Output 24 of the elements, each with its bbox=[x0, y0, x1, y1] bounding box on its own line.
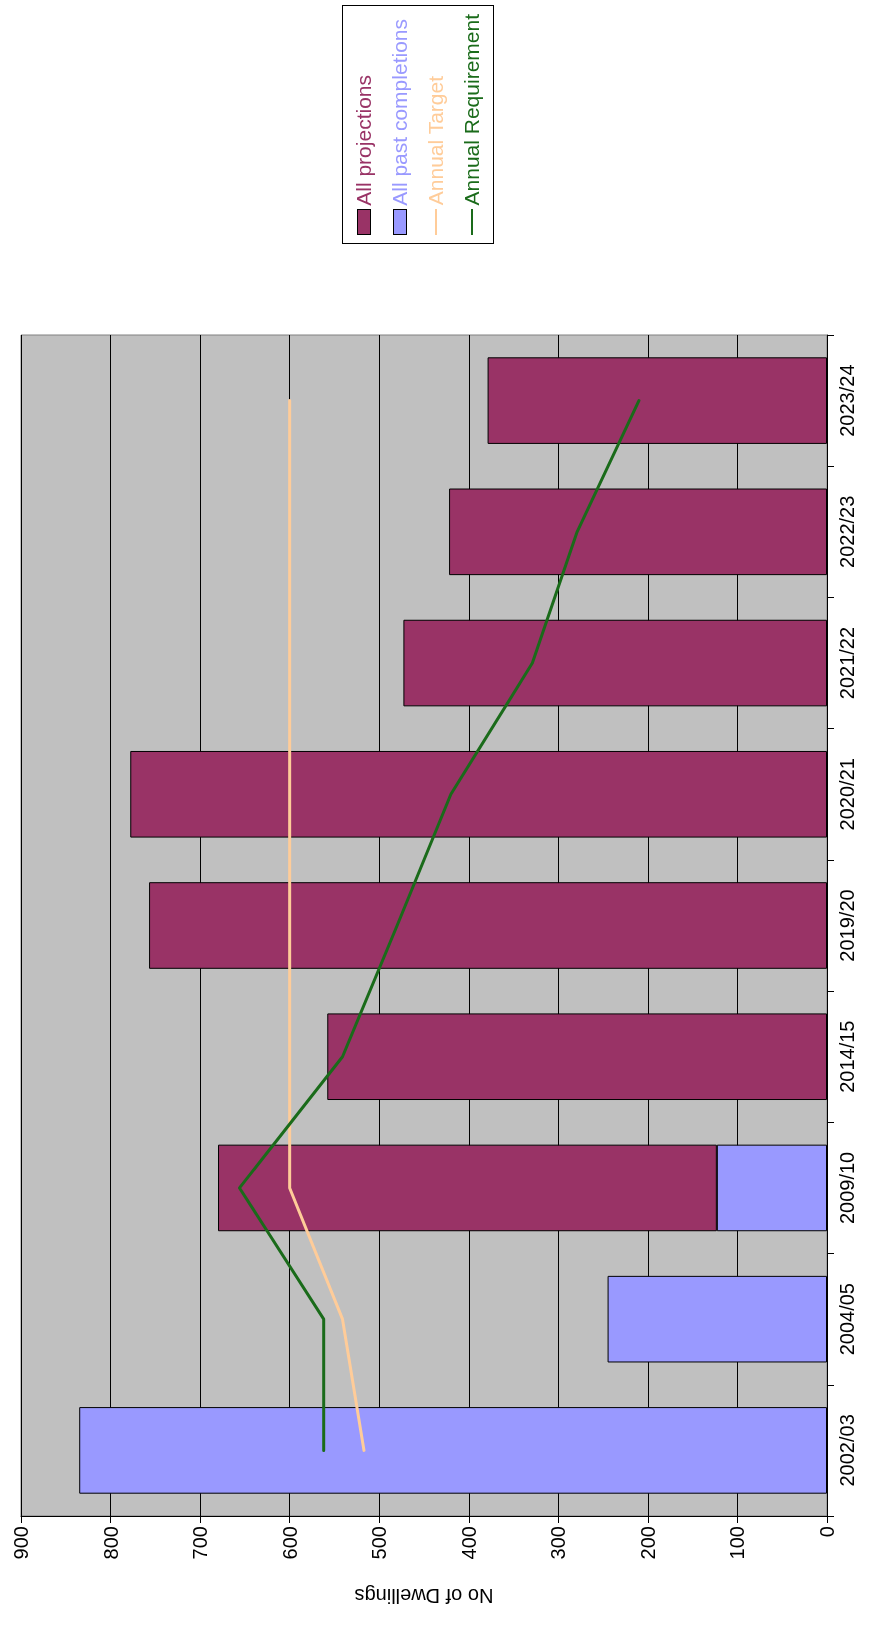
x-tick-label: 400 bbox=[457, 1526, 480, 1560]
x-tick-label: 800 bbox=[99, 1526, 122, 1560]
text: All projections bbox=[351, 74, 376, 206]
y-tick-label: 2014/15 bbox=[836, 1020, 858, 1093]
x-tick-label: 100 bbox=[726, 1526, 749, 1560]
x-tick-label: 0 bbox=[816, 1526, 838, 1538]
x-tick-label: 200 bbox=[636, 1526, 659, 1560]
y-tick-label: 2019/20 bbox=[836, 889, 858, 962]
y-tick-label: 2021/22 bbox=[836, 626, 858, 700]
y-tick-label: 2020/21 bbox=[836, 758, 858, 831]
text: Annual Target bbox=[423, 76, 448, 206]
x-tick-label: 900 bbox=[10, 1526, 32, 1560]
x-axis-title: No of Dwellings bbox=[354, 1585, 494, 1607]
text: All past completions bbox=[387, 18, 412, 206]
y-tick-label: 2004/05 bbox=[836, 1283, 858, 1356]
x-tick-label: 300 bbox=[547, 1526, 570, 1560]
text: Annual Requirement bbox=[459, 14, 484, 206]
y-tick-label: 2009/10 bbox=[836, 1151, 858, 1225]
y-tick-label: 2002/03 bbox=[836, 1414, 858, 1487]
x-tick-label: 600 bbox=[278, 1526, 301, 1560]
y-tick-label: 2023/24 bbox=[836, 364, 858, 437]
x-tick-label: 500 bbox=[368, 1526, 391, 1560]
x-tick-label: 700 bbox=[189, 1526, 212, 1560]
y-tick-label: 2022/23 bbox=[836, 495, 858, 568]
